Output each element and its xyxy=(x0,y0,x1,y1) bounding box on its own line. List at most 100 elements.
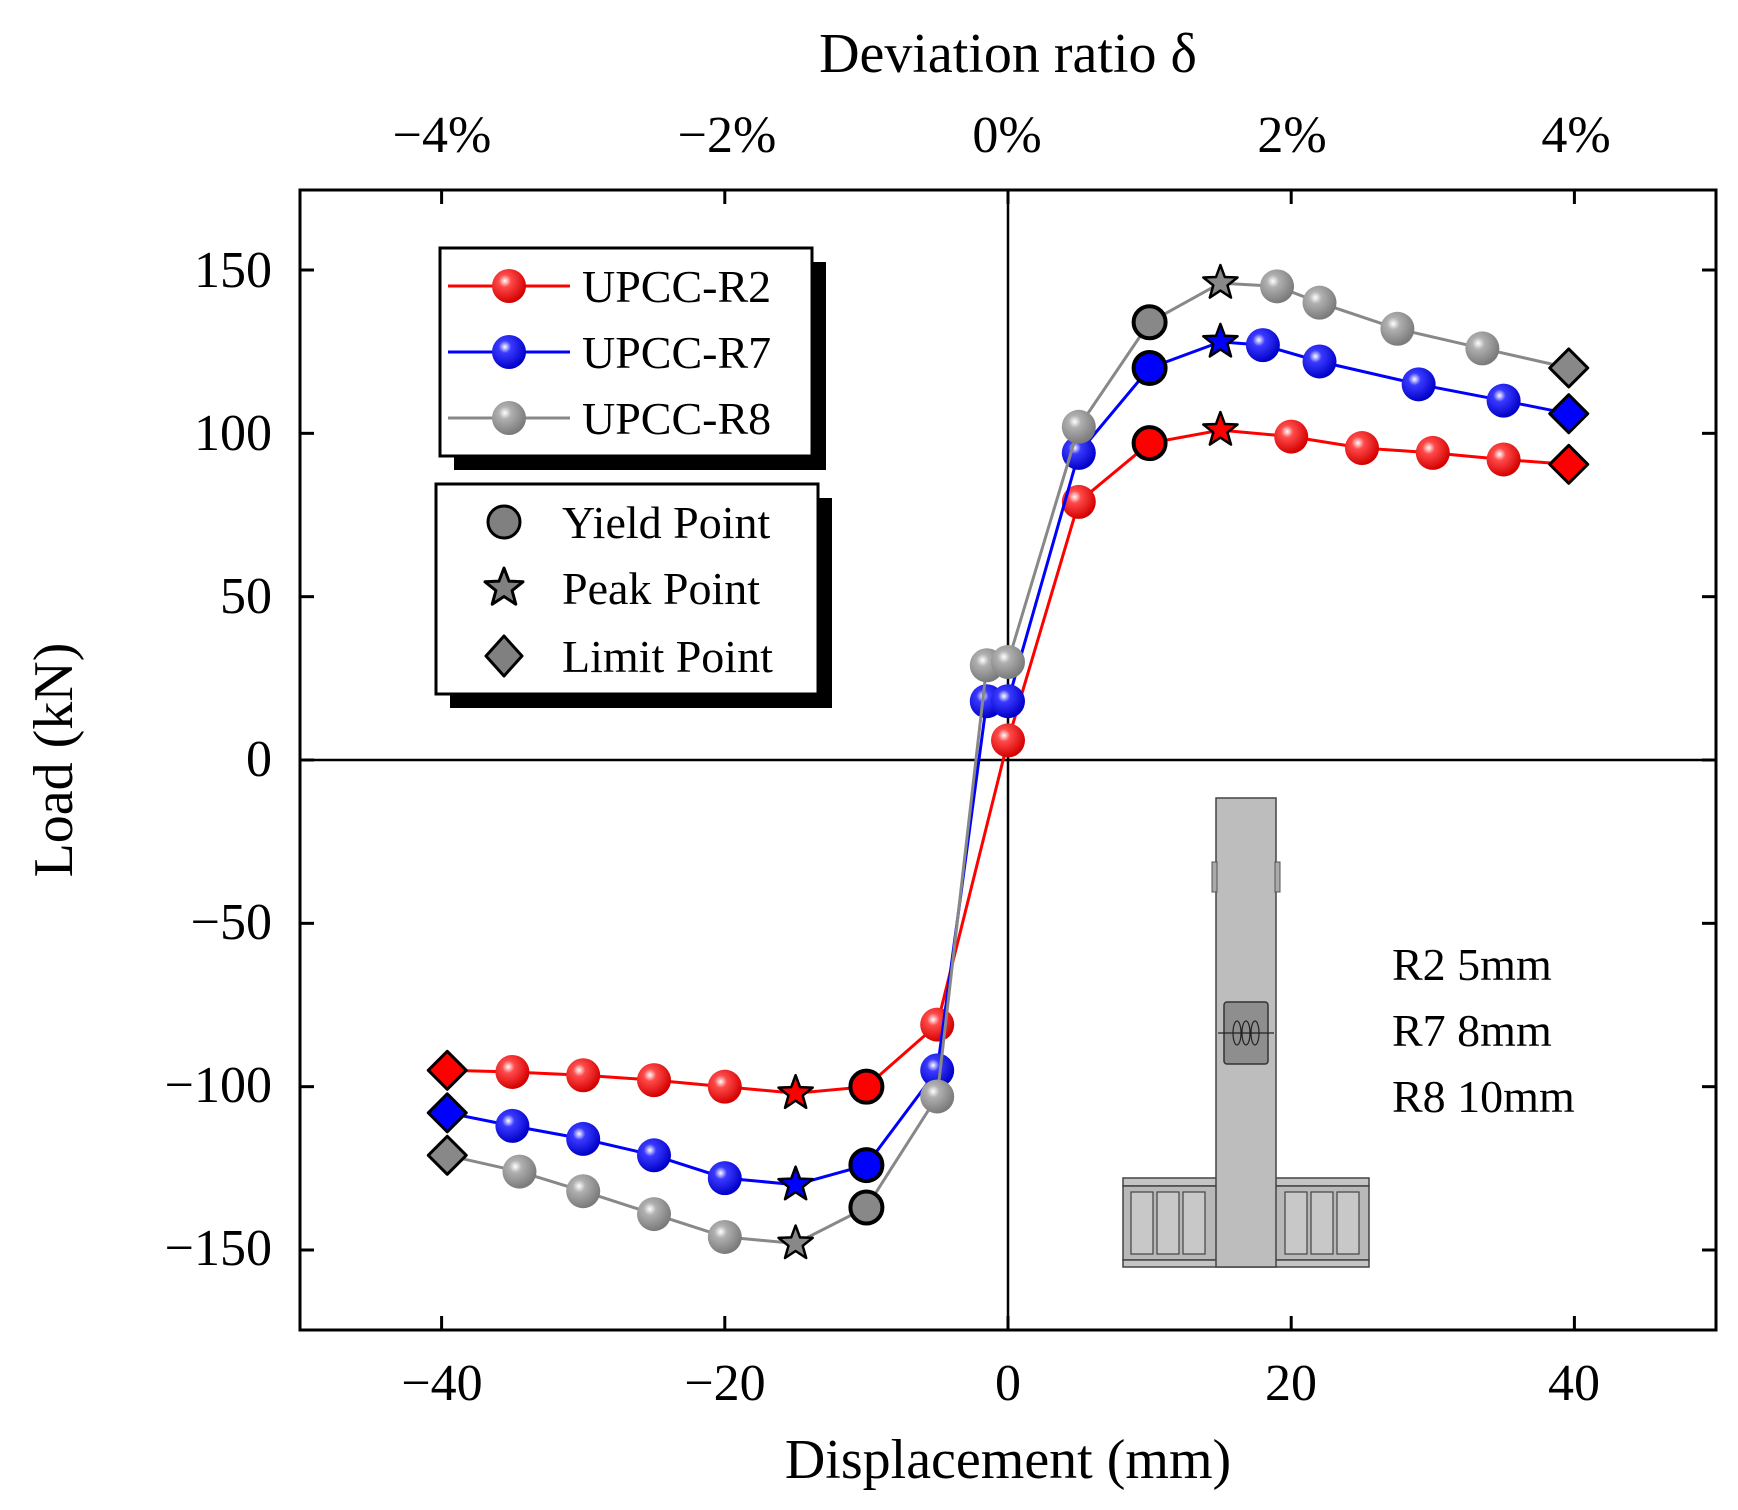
x-tick-label: −40 xyxy=(401,1355,482,1412)
legend-marker xyxy=(492,269,526,303)
data-point xyxy=(707,1219,742,1254)
peak-point-marker xyxy=(1202,263,1239,299)
data-point xyxy=(1415,435,1450,470)
limit-point-marker xyxy=(1548,443,1590,485)
y-tick-label: −50 xyxy=(191,894,272,951)
data-point xyxy=(920,1053,955,1088)
data-point xyxy=(637,1138,671,1173)
legend-label: UPCC-R2 xyxy=(582,261,771,312)
legend-entry-upcc-r8: UPCC-R8 xyxy=(448,393,771,444)
legend-entry-limit-point: Limit Point xyxy=(484,631,773,682)
data-point xyxy=(495,1054,530,1089)
x-tick-label: 40 xyxy=(1548,1355,1600,1412)
peak-point-marker xyxy=(777,1073,814,1110)
specimen-base-stiffener xyxy=(1182,1191,1206,1255)
data-point xyxy=(920,1079,955,1114)
legend-series: UPCC-R2 UPCC-R7 UPCC-R8 xyxy=(438,246,826,470)
annotation-line: R7 8mm xyxy=(1392,1005,1552,1056)
yield-point-marker xyxy=(848,1068,885,1105)
annotation-line: R8 10mm xyxy=(1392,1071,1575,1122)
data-point xyxy=(637,1197,671,1232)
data-point xyxy=(1345,431,1379,466)
x-tick-label: 0 xyxy=(995,1355,1021,1412)
y-axis-title: Load (kN) xyxy=(23,643,85,878)
yield-point-marker xyxy=(848,1189,885,1226)
annotation: R2 5mm R7 8mm R8 10mm xyxy=(1392,939,1575,1122)
top-tick-labels: −4% −2% 0% 2% 4% xyxy=(393,107,1611,164)
peak-point-marker xyxy=(1202,410,1239,446)
specimen-connector xyxy=(1274,861,1281,893)
series-upcc-r2 xyxy=(426,410,1590,1110)
top-tick-label: 0% xyxy=(972,107,1041,164)
tick-marks xyxy=(300,190,1716,1330)
top-tick-label: 2% xyxy=(1257,107,1326,164)
data-point xyxy=(502,1154,537,1189)
data-point xyxy=(637,1063,671,1098)
yield-point-marker xyxy=(1131,304,1168,341)
legend-label: Yield Point xyxy=(562,497,771,548)
annotation-line: R2 5mm xyxy=(1392,939,1552,990)
legend-label: UPCC-R8 xyxy=(582,393,771,444)
y-tick-label: 50 xyxy=(220,568,272,625)
data-point xyxy=(1061,435,1096,470)
data-point xyxy=(1245,328,1280,363)
yield-point-marker xyxy=(848,1147,885,1184)
y-tick-labels: 150 100 50 0 −50 −100 −150 xyxy=(165,242,272,1277)
legend-points: Yield Point Peak Point Limit Point xyxy=(434,482,832,708)
top-axis-title: Deviation ratio δ xyxy=(819,23,1197,85)
limit-point-marker xyxy=(426,1134,468,1176)
yield-point-marker xyxy=(1131,425,1168,462)
y-tick-label: −100 xyxy=(165,1057,272,1114)
legend-label: UPCC-R7 xyxy=(582,327,771,378)
series-layer xyxy=(426,263,1590,1260)
data-point xyxy=(1061,484,1096,519)
legend-entry-upcc-r2: UPCC-R2 xyxy=(448,261,771,312)
peak-point-marker xyxy=(777,1165,814,1201)
legend-entry-peak-point: Peak Point xyxy=(483,563,760,614)
data-point xyxy=(991,684,1025,719)
peak-point-marker xyxy=(777,1224,814,1260)
data-point xyxy=(1260,269,1295,304)
data-point xyxy=(1465,331,1500,366)
limit-point-marker xyxy=(1548,393,1590,435)
data-point xyxy=(1274,419,1309,454)
specimen-base-stiffener xyxy=(1156,1191,1180,1255)
limit-point-icon xyxy=(484,634,524,678)
peak-point-icon xyxy=(483,566,525,606)
data-point xyxy=(920,1007,955,1042)
data-point xyxy=(566,1121,601,1156)
data-point xyxy=(1302,285,1337,320)
x-tick-label: −20 xyxy=(684,1355,765,1412)
data-point xyxy=(1302,344,1337,379)
limit-point-marker xyxy=(426,1092,468,1134)
legend-entry-yield-point: Yield Point xyxy=(486,497,771,548)
y-tick-label: 150 xyxy=(194,242,272,299)
data-point xyxy=(1401,367,1436,402)
yield-point-marker xyxy=(1131,349,1168,386)
series-upcc-r8 xyxy=(426,263,1590,1260)
peak-point-marker xyxy=(1202,322,1239,358)
data-point xyxy=(1486,383,1521,418)
top-tick-label: −4% xyxy=(393,107,492,164)
y-tick-label: −150 xyxy=(165,1220,272,1277)
specimen-base-stiffener xyxy=(1336,1191,1360,1255)
specimen-illustration xyxy=(1122,797,1370,1268)
top-tick-label: −2% xyxy=(678,107,777,164)
data-point xyxy=(707,1069,742,1104)
legend-label: Limit Point xyxy=(562,631,773,682)
data-point xyxy=(991,723,1025,758)
x-axis-title: Displacement (mm) xyxy=(785,1429,1231,1491)
data-point xyxy=(1380,311,1415,346)
yield-point-icon xyxy=(486,504,522,540)
data-point xyxy=(1061,409,1096,444)
data-point xyxy=(566,1174,601,1209)
limit-point-marker xyxy=(1548,347,1590,389)
legend-marker xyxy=(492,401,526,435)
data-point xyxy=(1486,442,1521,477)
limit-point-marker xyxy=(426,1049,468,1091)
specimen-base-stiffener xyxy=(1310,1191,1334,1255)
y-tick-label: 100 xyxy=(194,405,272,462)
x-tick-labels: −40 −20 0 20 40 xyxy=(401,1355,1600,1412)
specimen-base-stiffener xyxy=(1284,1191,1308,1255)
